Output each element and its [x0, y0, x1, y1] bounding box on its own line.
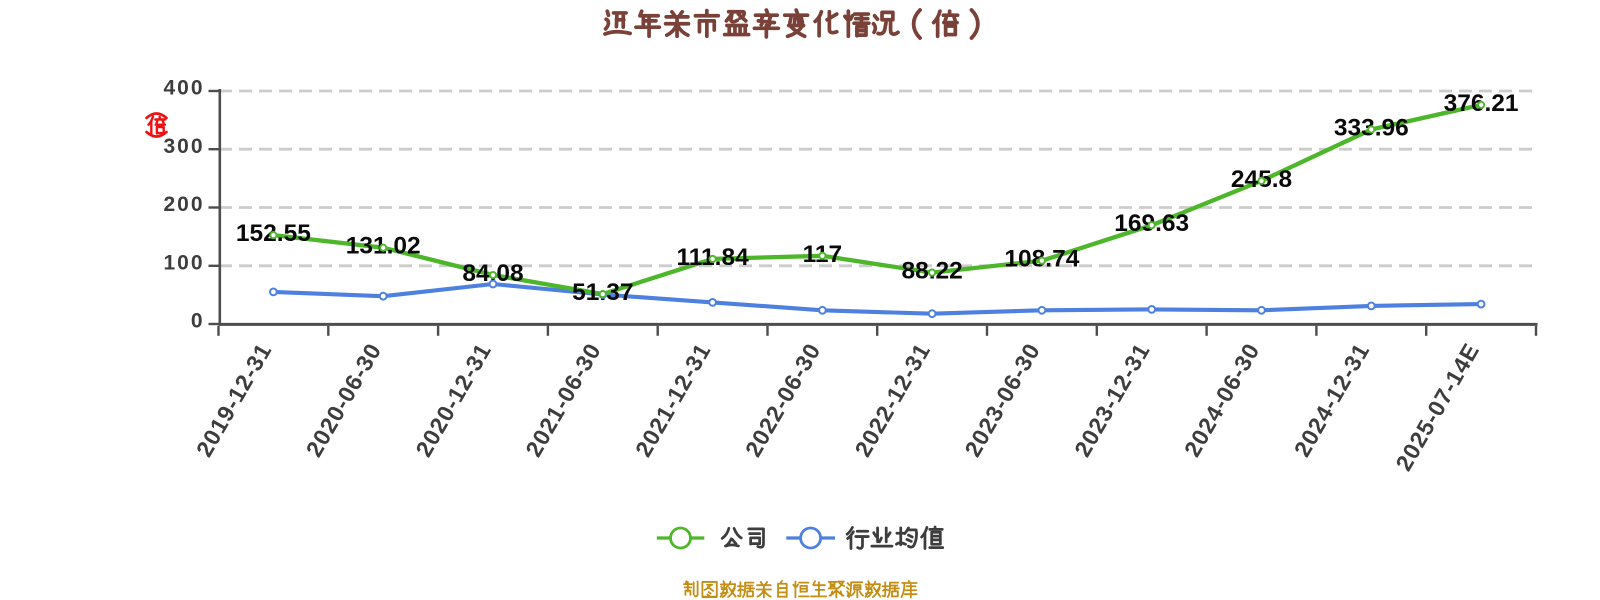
svg-text:100: 100 [164, 251, 203, 274]
svg-text:2025-07-14E: 2025-07-14E [1390, 338, 1484, 475]
svg-text:2024-06-30: 2024-06-30 [1179, 338, 1265, 461]
svg-text:2020-12-31: 2020-12-31 [410, 338, 496, 461]
svg-text:400: 400 [164, 77, 203, 100]
svg-text:2022-12-31: 2022-12-31 [849, 338, 935, 461]
svg-text:2021-12-31: 2021-12-31 [630, 338, 716, 461]
svg-text:2019-12-31: 2019-12-31 [191, 338, 277, 461]
svg-text:0: 0 [191, 310, 203, 333]
svg-text:200: 200 [164, 193, 203, 216]
svg-text:2021-06-30: 2021-06-30 [520, 338, 606, 461]
svg-text:2023-12-31: 2023-12-31 [1069, 338, 1155, 461]
svg-text:300: 300 [164, 135, 203, 158]
svg-text:2020-06-30: 2020-06-30 [301, 338, 387, 461]
svg-text:2024-12-31: 2024-12-31 [1289, 338, 1375, 461]
svg-text:2022-06-30: 2022-06-30 [740, 338, 826, 461]
svg-text:2023-06-30: 2023-06-30 [959, 338, 1045, 461]
